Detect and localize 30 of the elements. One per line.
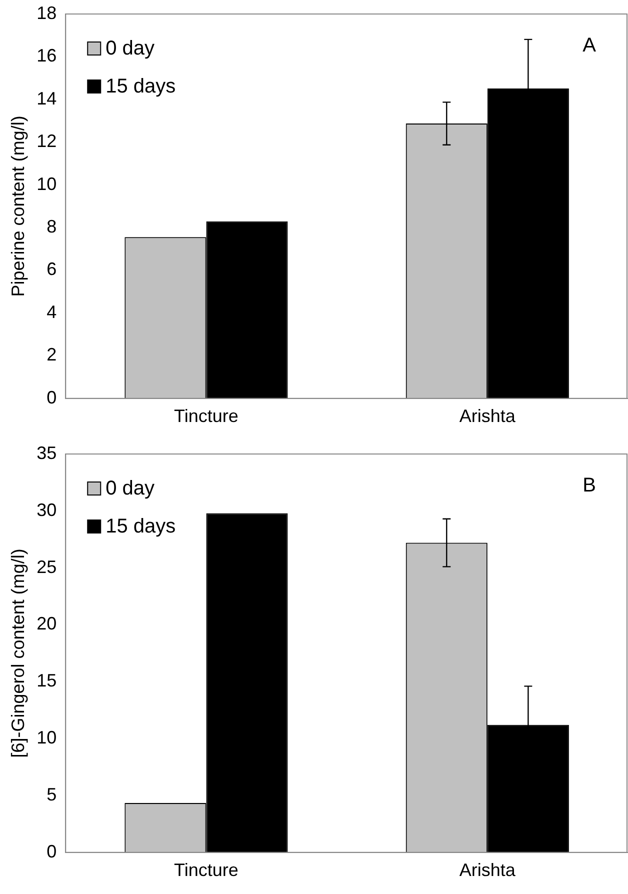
y-tick-label: 10 [36,174,57,194]
y-tick-label: 0 [46,387,57,408]
legend-label: 15 days [106,76,176,98]
y-tick-label: 10 [36,728,57,748]
y-tick-label: 2 [46,344,57,365]
y-tick-label: 4 [46,302,57,322]
x-tick-label: Tincture [174,406,238,426]
legend-label: 0 day [106,478,155,500]
y-tick-label: 14 [36,88,57,108]
y-tick-label: 5 [46,784,57,804]
y-tick-label: 18 [36,2,57,23]
x-tick-label: Tincture [174,860,238,880]
annotation: B [582,474,596,497]
y-tick-label: 30 [36,500,57,520]
y-tick-label: 0 [46,841,57,862]
y-tick-label: 16 [36,46,57,66]
legend-label: 0 day [106,38,155,60]
x-tick-label: Arishta [459,406,516,426]
legend-label: 15 days [106,516,176,538]
y-axis-title: Piperine content (mg/l) [8,116,28,297]
y-tick-label: 35 [36,442,57,463]
y-tick-label: 20 [36,614,57,634]
y-tick-label: 15 [36,670,57,691]
x-tick-label: Arishta [459,860,516,880]
y-tick-label: 25 [36,556,57,577]
y-tick-label: 8 [46,216,57,237]
y-tick-label: 6 [46,259,57,280]
annotation: A [582,34,597,57]
y-axis-title: [6]-Gingerol content (mg/l) [8,548,28,758]
y-tick-label: 12 [36,131,57,152]
